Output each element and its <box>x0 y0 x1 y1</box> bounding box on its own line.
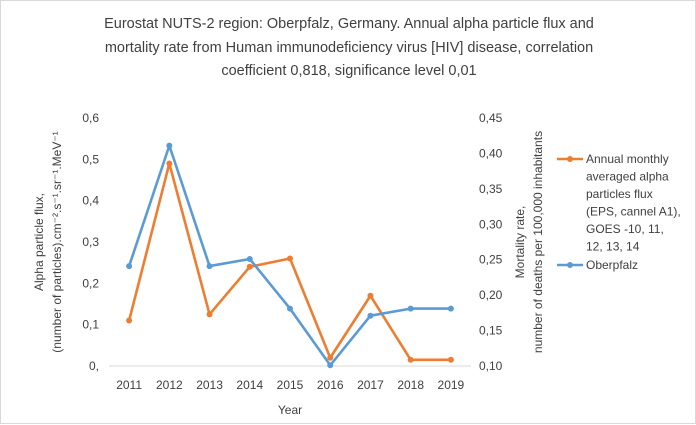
x-tick-label: 2017 <box>357 378 384 392</box>
series-line-alpha-flux <box>127 162 451 362</box>
series-point-oberpfalz <box>166 142 173 149</box>
series-point-alpha-flux <box>447 356 454 363</box>
y-left-tick-label: 0,5 <box>82 152 99 166</box>
series-point-alpha-flux <box>287 255 293 262</box>
y-left-axis-title: (number of particles).cm⁻².s⁻¹.sr⁻¹.MeV⁻… <box>50 131 64 352</box>
series-point-oberpfalz <box>287 305 293 312</box>
x-tick-label: 2011 <box>116 378 142 392</box>
legend-label: GOES -10, 11, <box>586 222 664 236</box>
y-right-axis-title: Mortality rate, <box>513 206 527 279</box>
y-left-tick-label: 0,4 <box>82 194 99 208</box>
y-right-tick-label: 0,45 <box>479 111 503 125</box>
series-point-oberpfalz <box>407 305 414 312</box>
x-tick-label: 2015 <box>277 378 304 392</box>
series-point-alpha-flux <box>126 317 133 324</box>
series-point-oberpfalz <box>126 263 133 270</box>
y-right-tick-label: 0,25 <box>479 253 503 267</box>
series-point-oberpfalz <box>327 362 334 369</box>
y-left-tick-label: 0,6 <box>82 111 99 125</box>
y-left-tick-label: 0,2 <box>82 276 99 290</box>
y-right-tick-label: 0,40 <box>479 146 503 160</box>
chart-title-line: coefficient 0,818, significance level 0,… <box>221 63 476 79</box>
y-left-tick-label: 0,1 <box>82 318 99 332</box>
chart-title-line: Eurostat NUTS-2 region: Oberpfalz, Germa… <box>104 16 594 32</box>
legend-label: particles flux <box>586 187 653 201</box>
y-left-axis-title: Alpha particle flux, <box>32 193 46 291</box>
series-point-alpha-flux <box>166 160 173 167</box>
x-axis-title: Year <box>278 403 302 417</box>
chart-title-line: mortality rate from Human immunodeficien… <box>105 40 593 56</box>
legend-label: Oberpfalz <box>586 258 638 272</box>
x-tick-label: 2013 <box>196 378 223 392</box>
series-point-oberpfalz <box>447 305 454 312</box>
legend-swatch-marker <box>567 262 573 268</box>
legend-label: 12, 13, 14 <box>586 240 640 254</box>
y-left-tick-label: 0, <box>89 359 99 373</box>
series-point-alpha-flux <box>407 356 414 363</box>
y-right-tick-label: 0,35 <box>479 182 503 196</box>
x-tick-label: 2018 <box>397 378 424 392</box>
x-tick-label: 2012 <box>156 378 183 392</box>
x-tick-label: 2019 <box>438 378 465 392</box>
y-left-tick-label: 0,3 <box>82 235 99 249</box>
y-right-tick-label: 0,10 <box>479 359 503 373</box>
y-right-tick-label: 0,30 <box>479 217 503 231</box>
series-point-alpha-flux <box>246 263 253 270</box>
series-line-oberpfalz <box>127 144 451 367</box>
y-right-tick-label: 0,15 <box>479 324 503 338</box>
legend-swatch-marker <box>567 156 573 162</box>
series-point-oberpfalz <box>246 256 253 263</box>
x-tick-label: 2014 <box>236 378 263 392</box>
series-point-oberpfalz <box>206 263 213 270</box>
y-right-tick-label: 0,20 <box>479 288 503 302</box>
legend-label: averaged alpha <box>586 170 669 184</box>
legend-label: (EPS, cannel A1), <box>586 205 681 219</box>
y-right-axis-title: number of deaths per 100,000 inhabitants <box>531 131 545 353</box>
series-point-alpha-flux <box>367 292 374 299</box>
legend-label: Annual monthly <box>586 152 669 166</box>
series-point-alpha-flux <box>327 354 334 361</box>
x-tick-label: 2016 <box>317 378 344 392</box>
series-point-alpha-flux <box>206 311 213 318</box>
series-point-oberpfalz <box>367 312 374 319</box>
